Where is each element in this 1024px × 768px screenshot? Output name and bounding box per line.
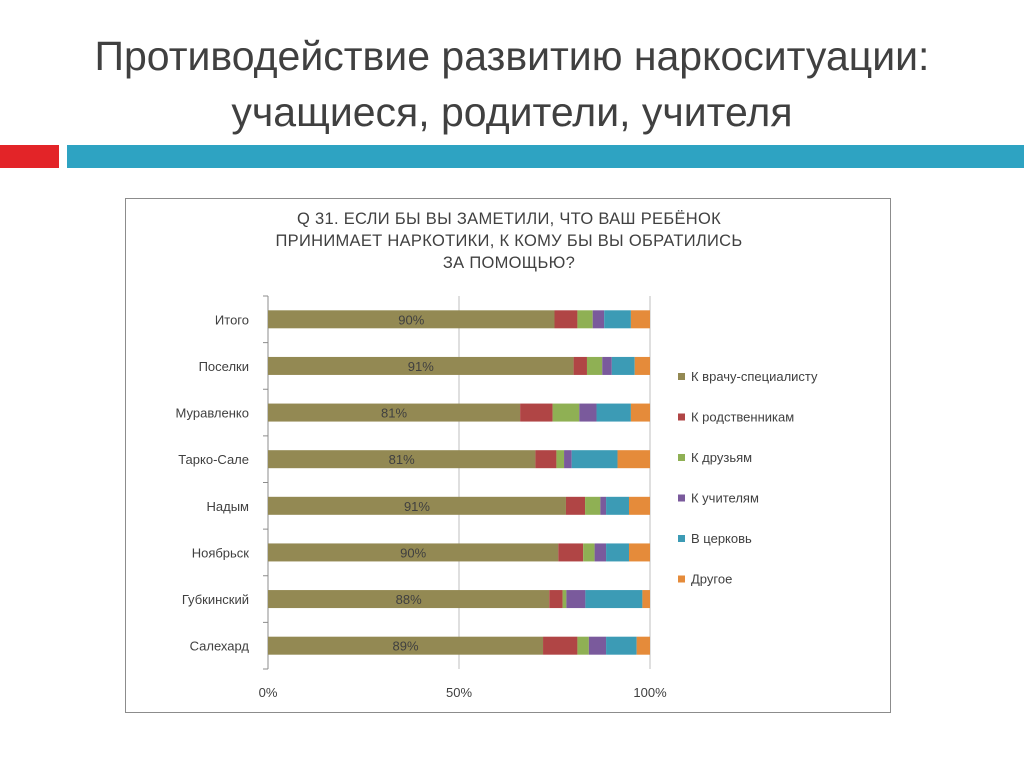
bar-segment <box>592 310 605 329</box>
bar-segment <box>642 590 650 609</box>
bar-segment <box>552 403 580 422</box>
bar-segment <box>611 356 635 375</box>
x-tick-label: 100% <box>633 685 667 700</box>
bar-segment <box>268 543 559 562</box>
slide-title-line-1: Противодействие развитию наркоситуации: <box>94 33 930 79</box>
bar-segment <box>579 403 597 422</box>
bar-segment <box>630 403 650 422</box>
category-label: Тарко-Сале <box>178 452 249 467</box>
bar-segment <box>617 450 650 469</box>
x-tick-label: 50% <box>446 685 472 700</box>
legend-swatch <box>678 535 685 542</box>
legend-swatch <box>678 373 685 380</box>
legend-swatch <box>678 494 685 502</box>
bar-segment <box>634 356 650 375</box>
x-tick-label: 0% <box>259 685 278 700</box>
bar-segment <box>577 310 593 329</box>
category-label: Поселки <box>199 359 249 374</box>
bar-segment <box>586 356 603 375</box>
category-label: Муравленко <box>176 406 249 421</box>
bar-segment <box>562 590 567 609</box>
legend-label: К родственникам <box>691 410 794 425</box>
data-label: 89% <box>393 639 419 654</box>
bar-segment <box>268 496 566 515</box>
slide-title: Противодействие развитию наркоситуации: … <box>0 28 1024 140</box>
legend-swatch <box>678 575 685 583</box>
legend-label: К врачу-специалисту <box>691 369 818 384</box>
legend-label: В церковь <box>691 531 752 546</box>
legend-label: К друзьям <box>691 450 752 465</box>
bar-segment <box>588 636 607 655</box>
data-label: 88% <box>396 592 422 607</box>
data-label: 90% <box>398 312 424 327</box>
bar-segment <box>520 403 553 422</box>
bar-segment <box>594 543 607 562</box>
bar-segment <box>628 496 650 515</box>
data-label: 90% <box>400 545 426 560</box>
category-label: Итого <box>215 312 249 327</box>
bar-segment <box>268 356 574 375</box>
chart-title-line-1: Q 31. ЕСЛИ БЫ ВЫ ЗАМЕТИЛИ, ЧТО ВАШ РЕБЁН… <box>296 210 722 228</box>
bar-segment <box>571 450 618 469</box>
bar-segment <box>585 590 643 609</box>
bar-segment <box>554 310 578 329</box>
bar-segment <box>549 590 563 609</box>
category-label: Салехард <box>190 639 250 654</box>
bar-segment <box>566 590 586 609</box>
accent-bar-red <box>0 145 59 168</box>
bar-segment <box>558 543 584 562</box>
chart-title-line-2: ПРИНИМАЕТ НАРКОТИКИ, К КОМУ БЫ ВЫ ОБРАТИ… <box>275 232 743 250</box>
bar-segment <box>564 450 572 469</box>
bar-segment <box>606 543 629 562</box>
bar-segment <box>573 356 587 375</box>
slide-title-line-2: учащиеся, родители, учителя <box>231 89 793 135</box>
bar-segment <box>535 450 557 469</box>
bar-segment <box>604 310 631 329</box>
bar-segment <box>577 636 589 655</box>
bar-segment <box>556 450 565 469</box>
legend-label: К учителям <box>691 491 759 506</box>
data-label: 81% <box>389 452 415 467</box>
bar-segment <box>583 543 595 562</box>
category-label: Надым <box>207 499 250 514</box>
data-label: 81% <box>381 406 407 421</box>
data-label: 91% <box>404 499 430 514</box>
legend-label: Другое <box>691 572 732 587</box>
chart-plot: 0% 50% 100% Итого 90% Поселки 91% Муравленко 81%… <box>176 295 818 700</box>
bar-segment <box>602 356 612 375</box>
category-label: Ноябрьск <box>192 545 250 560</box>
bar-segment <box>268 310 555 329</box>
bar-segment <box>606 496 629 515</box>
category-label: Губкинский <box>182 592 249 607</box>
chart-title-line-3: ЗА ПОМОЩЬЮ? <box>442 254 576 272</box>
bar-segment <box>268 450 536 469</box>
bar-segment <box>600 496 607 515</box>
legend-swatch <box>678 413 685 421</box>
chart-frame: Q 31. ЕСЛИ БЫ ВЫ ЗАМЕТИЛИ, ЧТО ВАШ РЕБЁН… <box>125 198 891 713</box>
bar-segment <box>630 310 650 329</box>
chart-title: Q 31. ЕСЛИ БЫ ВЫ ЗАМЕТИЛИ, ЧТО ВАШ РЕБЁН… <box>126 208 892 274</box>
accent-bar-blue <box>67 145 1024 168</box>
bar-segment <box>543 636 578 655</box>
bar-segment <box>268 590 550 609</box>
bar-segment <box>628 543 650 562</box>
bar-segment <box>596 403 631 422</box>
bar-segment <box>268 636 544 655</box>
legend-swatch <box>678 454 685 461</box>
bar-segment <box>636 636 650 655</box>
bar-segment <box>585 496 601 515</box>
data-label: 91% <box>408 359 434 374</box>
bar-segment <box>565 496 586 515</box>
bar-segment <box>606 636 637 655</box>
bar-segment <box>268 403 521 422</box>
